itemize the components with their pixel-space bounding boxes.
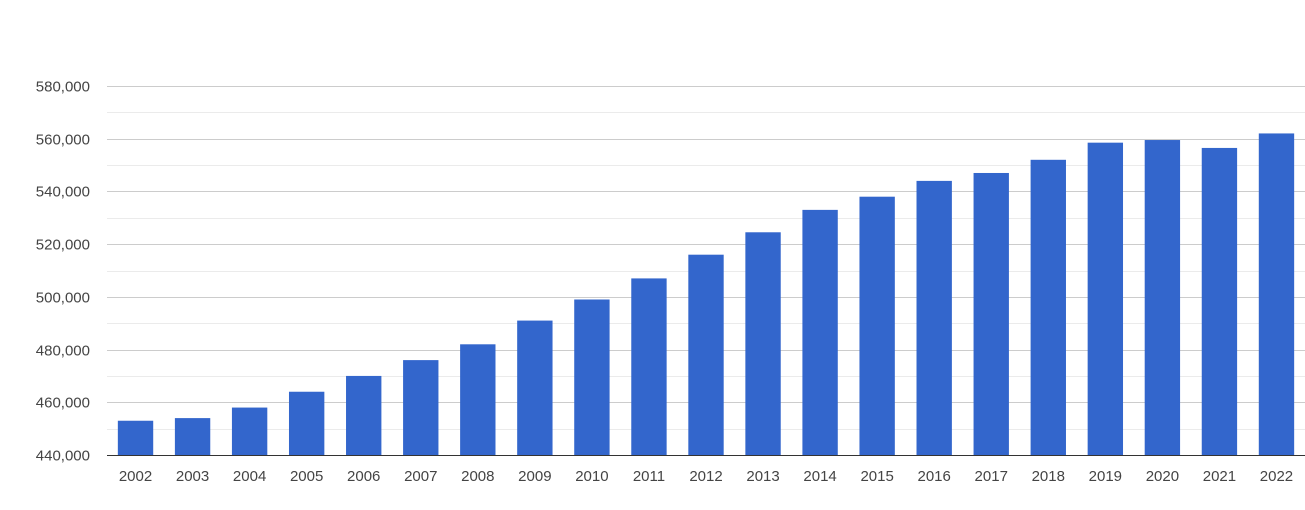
y-tick-label: 500,000 <box>36 290 90 307</box>
bar-2019[interactable] <box>1087 142 1124 456</box>
bar-2014[interactable] <box>802 209 838 455</box>
x-axis: 2002 2003 2004 2005 2006 2007 2008 2009 2010 2011… <box>107 455 1305 485</box>
bar-2021[interactable] <box>1201 147 1238 455</box>
y-tick-label: 460,000 <box>36 395 90 412</box>
x-tick-label: 2008 <box>461 468 494 485</box>
gridlines <box>107 86 1305 430</box>
x-tick-label: 2019 <box>1089 468 1122 485</box>
bar-2018[interactable] <box>1030 159 1066 456</box>
bar-2016[interactable] <box>916 180 952 455</box>
bar-2011[interactable] <box>631 278 667 455</box>
x-tick-label: 2009 <box>518 468 551 485</box>
x-tick-label: 2018 <box>1032 468 1065 485</box>
bar-2015[interactable] <box>859 196 895 455</box>
y-axis: 440,000 460,000 480,000 500,000 520,000 540,0… <box>36 79 90 465</box>
x-tick-label: 2002 <box>119 468 152 485</box>
y-tick-label: 540,000 <box>36 184 90 201</box>
x-tick-label: 2017 <box>975 468 1008 485</box>
bar-2017[interactable] <box>973 172 1009 456</box>
x-tick-label: 2004 <box>233 468 266 485</box>
x-tick-label: 2005 <box>290 468 323 485</box>
bar-2005[interactable] <box>288 391 325 455</box>
bar-2004[interactable] <box>231 407 268 455</box>
x-tick-label: 2015 <box>860 468 893 485</box>
x-tick-label: 2021 <box>1203 468 1236 485</box>
bar-2022[interactable] <box>1258 133 1295 455</box>
y-tick-label: 440,000 <box>36 448 90 465</box>
x-tick-label: 2012 <box>689 468 722 485</box>
bar-2012[interactable] <box>688 254 724 455</box>
bar-2008[interactable] <box>460 344 496 455</box>
x-tick-label: 2003 <box>176 468 209 485</box>
bars <box>117 133 1295 456</box>
x-tick-label: 2020 <box>1146 468 1179 485</box>
x-tick-label: 2014 <box>803 468 836 485</box>
x-tick-label: 2006 <box>347 468 380 485</box>
bar-2009[interactable] <box>517 320 553 455</box>
x-tick-label: 2007 <box>404 468 437 485</box>
x-tick-label: 2011 <box>633 468 665 485</box>
x-tick-label: 2022 <box>1260 468 1293 485</box>
x-tick-label: 2010 <box>575 468 608 485</box>
y-tick-label: 580,000 <box>36 79 90 96</box>
x-tick-label: 2016 <box>918 468 951 485</box>
y-tick-label: 560,000 <box>36 132 90 149</box>
bar-2002[interactable] <box>117 420 154 455</box>
x-tick-label: 2013 <box>746 468 779 485</box>
bar-2003[interactable] <box>174 418 211 455</box>
y-tick-label: 520,000 <box>36 237 90 254</box>
bar-2013[interactable] <box>745 232 781 455</box>
bar-2020[interactable] <box>1144 140 1181 455</box>
bar-2010[interactable] <box>574 299 610 455</box>
bar-2006[interactable] <box>346 375 382 455</box>
bar-2007[interactable] <box>403 360 439 455</box>
y-tick-label: 480,000 <box>36 343 90 360</box>
